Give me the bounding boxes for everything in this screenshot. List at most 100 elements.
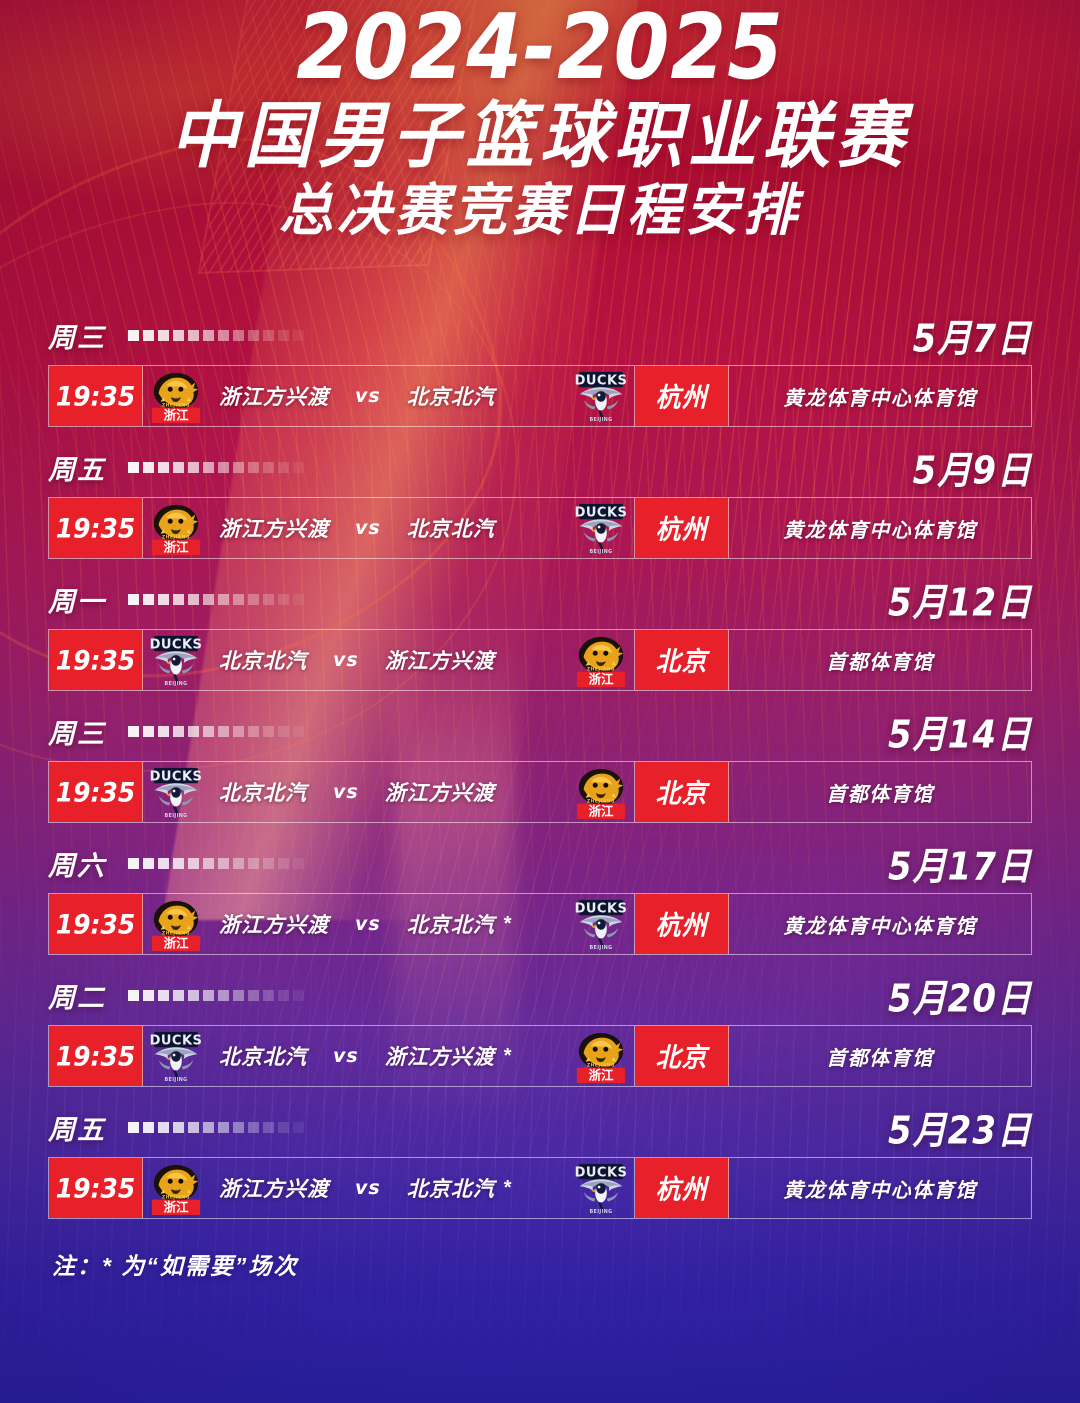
venue-cell: 首都体育馆 bbox=[729, 762, 1031, 822]
weekday-label: 周五 bbox=[48, 1114, 106, 1145]
home-team-label: 浙江方兴渡 bbox=[219, 386, 329, 409]
match-row[interactable]: 19:35 北京北汽 vs 浙江方兴渡 北 bbox=[48, 761, 1032, 823]
game-date-header: 周一 5月12日 bbox=[48, 578, 1032, 626]
dot-marker bbox=[293, 329, 304, 341]
host-city-label: 杭州 bbox=[655, 515, 708, 545]
tipoff-time-label: 19:35 bbox=[55, 380, 136, 412]
dot-marker bbox=[218, 329, 229, 341]
away-team-label: 北京北汽 bbox=[406, 1178, 495, 1201]
dot-divider bbox=[128, 329, 913, 341]
host-city-cell: 杭州 bbox=[635, 894, 729, 954]
dot-marker bbox=[293, 593, 304, 605]
dot-divider bbox=[128, 989, 888, 1001]
venue-label: 黄龙体育中心体育馆 bbox=[783, 1179, 977, 1202]
tipoff-time-label: 19:35 bbox=[55, 1172, 136, 1204]
dot-marker bbox=[203, 1121, 214, 1133]
game-block: 周一 5月12日 19:35 北京北汽 vs 浙江方兴渡 bbox=[48, 578, 1032, 691]
dot-marker bbox=[203, 593, 214, 605]
dot-marker bbox=[263, 989, 274, 1001]
dot-marker bbox=[173, 1121, 184, 1133]
venue-label: 首都体育馆 bbox=[826, 783, 934, 806]
dot-marker bbox=[218, 461, 229, 473]
match-row[interactable]: 19:35 浙江方兴渡 vs 北京北汽 * bbox=[48, 1157, 1032, 1219]
dot-marker bbox=[188, 989, 199, 1001]
dot-marker bbox=[158, 857, 169, 869]
date-label: 5月12日 bbox=[888, 580, 1032, 626]
dot-marker bbox=[293, 1121, 304, 1133]
game-date-header: 周二 5月20日 bbox=[48, 974, 1032, 1022]
matchup-cell: 浙江方兴渡 vs 北京北汽 * bbox=[143, 1158, 635, 1218]
versus-label: vs bbox=[333, 1045, 359, 1067]
zhejiang-lions-logo bbox=[572, 632, 630, 688]
host-city-cell: 杭州 bbox=[635, 1158, 729, 1218]
game-date-header: 周三 5月7日 bbox=[48, 314, 1032, 362]
beijing-ducks-logo bbox=[572, 368, 630, 424]
match-row[interactable]: 19:35 北京北汽 vs 浙江方兴渡 北 bbox=[48, 629, 1032, 691]
dot-marker bbox=[218, 725, 229, 737]
host-city-label: 北京 bbox=[655, 647, 708, 677]
dot-marker bbox=[278, 1121, 289, 1133]
matchup-cell: 浙江方兴渡 vs 北京北汽 bbox=[143, 498, 635, 558]
dot-marker bbox=[188, 461, 199, 473]
dot-marker bbox=[233, 593, 244, 605]
game-block: 周三 5月7日 19:35 浙江方兴渡 vs 北京北汽 bbox=[48, 314, 1032, 427]
dot-marker bbox=[128, 329, 139, 341]
tipoff-time-label: 19:35 bbox=[55, 644, 136, 676]
match-row[interactable]: 19:35 浙江方兴渡 vs 北京北汽 * bbox=[48, 893, 1032, 955]
dot-marker bbox=[173, 329, 184, 341]
match-row[interactable]: 19:35 浙江方兴渡 vs 北京北汽 杭 bbox=[48, 365, 1032, 427]
away-team-label: 浙江方兴渡 bbox=[384, 782, 495, 805]
zhejiang-lions-logo bbox=[147, 896, 205, 952]
versus-label: vs bbox=[355, 385, 381, 407]
dot-marker bbox=[173, 857, 184, 869]
beijing-ducks-logo bbox=[147, 632, 205, 688]
dot-marker bbox=[263, 593, 274, 605]
dot-marker bbox=[233, 989, 244, 1001]
dot-marker bbox=[263, 857, 274, 869]
dot-marker bbox=[293, 857, 304, 869]
venue-label: 黄龙体育中心体育馆 bbox=[783, 915, 977, 938]
dot-marker bbox=[143, 461, 154, 473]
home-team-label: 北京北汽 bbox=[219, 650, 307, 673]
poster-subtitle: 总决赛竞赛日程安排 bbox=[279, 179, 801, 243]
away-team-label: 北京北汽 bbox=[406, 386, 495, 409]
poster-header: 2024-2025 中国男子篮球职业联赛 总决赛竞赛日程安排 bbox=[0, 0, 1080, 243]
tipoff-time-cell: 19:35 bbox=[49, 630, 143, 690]
beijing-ducks-logo bbox=[572, 1160, 630, 1216]
host-city-label: 杭州 bbox=[655, 911, 708, 941]
matchup-cell: 北京北汽 vs 浙江方兴渡 bbox=[143, 630, 635, 690]
dot-marker bbox=[188, 593, 199, 605]
host-city-label: 北京 bbox=[655, 779, 708, 809]
home-team-label: 浙江方兴渡 bbox=[219, 914, 329, 937]
host-city-label: 北京 bbox=[655, 1043, 708, 1073]
match-row[interactable]: 19:35 北京北汽 vs 浙江方兴渡 * bbox=[48, 1025, 1032, 1087]
away-team-label: 浙江方兴渡 bbox=[384, 1046, 495, 1069]
host-city-cell: 杭州 bbox=[635, 366, 729, 426]
match-row[interactable]: 19:35 浙江方兴渡 vs 北京北汽 杭 bbox=[48, 497, 1032, 559]
dot-marker bbox=[248, 725, 259, 737]
dot-marker bbox=[233, 461, 244, 473]
zhejiang-lions-logo bbox=[147, 500, 205, 556]
dot-marker bbox=[158, 461, 169, 473]
dot-marker bbox=[248, 461, 259, 473]
weekday-label: 周二 bbox=[48, 982, 106, 1013]
date-label: 5月9日 bbox=[912, 448, 1032, 494]
tipoff-time-label: 19:35 bbox=[55, 908, 136, 940]
dot-marker bbox=[173, 725, 184, 737]
venue-cell: 黄龙体育中心体育馆 bbox=[729, 894, 1031, 954]
season-title: 2024-2025 bbox=[296, 0, 784, 100]
tipoff-time-cell: 19:35 bbox=[49, 762, 143, 822]
dot-marker bbox=[128, 593, 139, 605]
host-city-cell: 北京 bbox=[635, 762, 729, 822]
dot-marker bbox=[263, 461, 274, 473]
game-block: 周三 5月14日 19:35 北京北汽 vs 浙江方兴渡 bbox=[48, 710, 1032, 823]
dot-marker bbox=[293, 989, 304, 1001]
dot-marker bbox=[128, 857, 139, 869]
dot-marker bbox=[173, 461, 184, 473]
dot-marker bbox=[128, 461, 139, 473]
tipoff-time-label: 19:35 bbox=[55, 512, 136, 544]
venue-cell: 黄龙体育中心体育馆 bbox=[729, 1158, 1031, 1218]
venue-label: 首都体育馆 bbox=[826, 651, 934, 674]
weekday-label: 周一 bbox=[48, 586, 106, 617]
